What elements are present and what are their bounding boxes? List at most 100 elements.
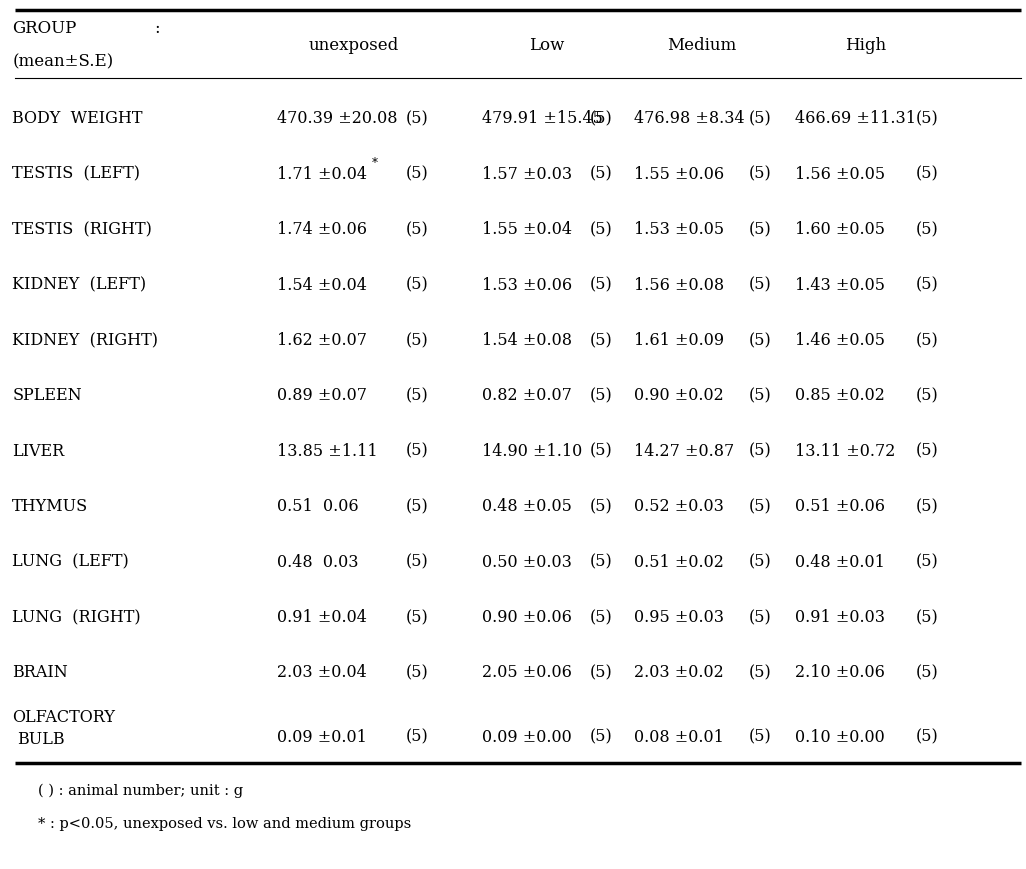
Text: 1.53 ±0.06: 1.53 ±0.06	[482, 276, 573, 294]
Text: 1.71 ±0.04: 1.71 ±0.04	[277, 166, 367, 182]
Text: (5): (5)	[749, 609, 772, 626]
Text: (5): (5)	[916, 609, 939, 626]
Text: (5): (5)	[749, 222, 772, 238]
Text: Medium: Medium	[667, 36, 737, 54]
Text: 0.50 ±0.03: 0.50 ±0.03	[482, 554, 573, 571]
Text: (5): (5)	[405, 728, 428, 746]
Text: (5): (5)	[916, 728, 939, 746]
Text: (5): (5)	[916, 665, 939, 681]
Text: 0.89 ±0.07: 0.89 ±0.07	[277, 388, 367, 404]
Text: 1.46 ±0.05: 1.46 ±0.05	[795, 332, 885, 349]
Text: 0.91 ±0.04: 0.91 ±0.04	[277, 609, 367, 626]
Text: 0.95 ±0.03: 0.95 ±0.03	[634, 609, 724, 626]
Text: *: *	[371, 157, 378, 170]
Text: OLFACTORY: OLFACTORY	[12, 708, 115, 726]
Text: (5): (5)	[916, 276, 939, 294]
Text: (5): (5)	[749, 276, 772, 294]
Text: (5): (5)	[749, 332, 772, 349]
Text: Low: Low	[528, 36, 564, 54]
Text: 13.11 ±0.72: 13.11 ±0.72	[795, 443, 896, 460]
Text: (5): (5)	[405, 609, 428, 626]
Text: 1.43 ±0.05: 1.43 ±0.05	[795, 276, 885, 294]
Text: 1.53 ±0.05: 1.53 ±0.05	[634, 222, 724, 238]
Text: 1.55 ±0.04: 1.55 ±0.04	[482, 222, 573, 238]
Text: (5): (5)	[405, 554, 428, 571]
Text: (5): (5)	[405, 332, 428, 349]
Text: 479.91 ±15.45: 479.91 ±15.45	[482, 110, 603, 128]
Text: 470.39 ±20.08: 470.39 ±20.08	[277, 110, 397, 128]
Text: (5): (5)	[916, 498, 939, 515]
Text: (5): (5)	[916, 166, 939, 182]
Text: 0.85 ±0.02: 0.85 ±0.02	[795, 388, 885, 404]
Text: (5): (5)	[749, 665, 772, 681]
Text: (5): (5)	[590, 166, 613, 182]
Text: (5): (5)	[405, 222, 428, 238]
Text: 1.60 ±0.05: 1.60 ±0.05	[795, 222, 885, 238]
Text: LUNG  (RIGHT): LUNG (RIGHT)	[12, 609, 141, 626]
Text: THYMUS: THYMUS	[12, 498, 88, 515]
Text: (5): (5)	[590, 498, 613, 515]
Text: 1.61 ±0.09: 1.61 ±0.09	[634, 332, 724, 349]
Text: 0.51 ±0.02: 0.51 ±0.02	[634, 554, 724, 571]
Text: (5): (5)	[916, 332, 939, 349]
Text: (5): (5)	[405, 443, 428, 460]
Text: 0.08 ±0.01: 0.08 ±0.01	[634, 728, 724, 746]
Text: (5): (5)	[916, 443, 939, 460]
Text: 0.51 ±0.06: 0.51 ±0.06	[795, 498, 885, 515]
Text: TESTIS  (LEFT): TESTIS (LEFT)	[12, 166, 141, 182]
Text: (5): (5)	[405, 498, 428, 515]
Text: (5): (5)	[749, 728, 772, 746]
Text: (5): (5)	[590, 388, 613, 404]
Text: (5): (5)	[590, 332, 613, 349]
Text: (mean±S.E): (mean±S.E)	[12, 53, 114, 70]
Text: KIDNEY  (LEFT): KIDNEY (LEFT)	[12, 276, 147, 294]
Text: (5): (5)	[405, 110, 428, 128]
Text: (5): (5)	[916, 110, 939, 128]
Text: (5): (5)	[405, 388, 428, 404]
Text: 1.54 ±0.08: 1.54 ±0.08	[482, 332, 573, 349]
Text: 0.82 ±0.07: 0.82 ±0.07	[482, 388, 573, 404]
Text: 0.51  0.06: 0.51 0.06	[277, 498, 359, 515]
Text: 14.90 ±1.10: 14.90 ±1.10	[482, 443, 583, 460]
Text: 14.27 ±0.87: 14.27 ±0.87	[634, 443, 735, 460]
Text: BODY  WEIGHT: BODY WEIGHT	[12, 110, 143, 128]
Text: 0.10 ±0.00: 0.10 ±0.00	[795, 728, 884, 746]
Text: 1.54 ±0.04: 1.54 ±0.04	[277, 276, 367, 294]
Text: (5): (5)	[590, 728, 613, 746]
Text: 0.09 ±0.01: 0.09 ±0.01	[277, 728, 367, 746]
Text: 1.62 ±0.07: 1.62 ±0.07	[277, 332, 367, 349]
Text: BRAIN: BRAIN	[12, 665, 68, 681]
Text: (5): (5)	[590, 110, 613, 128]
Text: (5): (5)	[405, 166, 428, 182]
Text: (5): (5)	[590, 222, 613, 238]
Text: (5): (5)	[749, 110, 772, 128]
Text: (5): (5)	[916, 222, 939, 238]
Text: KIDNEY  (RIGHT): KIDNEY (RIGHT)	[12, 332, 158, 349]
Text: 0.52 ±0.03: 0.52 ±0.03	[634, 498, 724, 515]
Text: LIVER: LIVER	[12, 443, 65, 460]
Text: (5): (5)	[590, 665, 613, 681]
Text: 1.56 ±0.08: 1.56 ±0.08	[634, 276, 724, 294]
Text: * : p<0.05, unexposed vs. low and medium groups: * : p<0.05, unexposed vs. low and medium…	[38, 817, 411, 831]
Text: 1.56 ±0.05: 1.56 ±0.05	[795, 166, 885, 182]
Text: BULB: BULB	[17, 731, 65, 748]
Text: 2.03 ±0.02: 2.03 ±0.02	[634, 665, 723, 681]
Text: GROUP: GROUP	[12, 20, 77, 37]
Text: (5): (5)	[590, 609, 613, 626]
Text: 0.90 ±0.02: 0.90 ±0.02	[634, 388, 723, 404]
Text: :: :	[154, 20, 159, 37]
Text: 2.05 ±0.06: 2.05 ±0.06	[482, 665, 573, 681]
Text: 0.09 ±0.00: 0.09 ±0.00	[482, 728, 571, 746]
Text: 0.48 ±0.01: 0.48 ±0.01	[795, 554, 885, 571]
Text: unexposed: unexposed	[309, 36, 399, 54]
Text: (5): (5)	[749, 443, 772, 460]
Text: (5): (5)	[590, 276, 613, 294]
Text: 0.91 ±0.03: 0.91 ±0.03	[795, 609, 885, 626]
Text: 0.48  0.03: 0.48 0.03	[277, 554, 358, 571]
Text: (5): (5)	[749, 388, 772, 404]
Text: (5): (5)	[916, 388, 939, 404]
Text: (5): (5)	[749, 554, 772, 571]
Text: (5): (5)	[916, 554, 939, 571]
Text: 0.90 ±0.06: 0.90 ±0.06	[482, 609, 573, 626]
Text: SPLEEN: SPLEEN	[12, 388, 82, 404]
